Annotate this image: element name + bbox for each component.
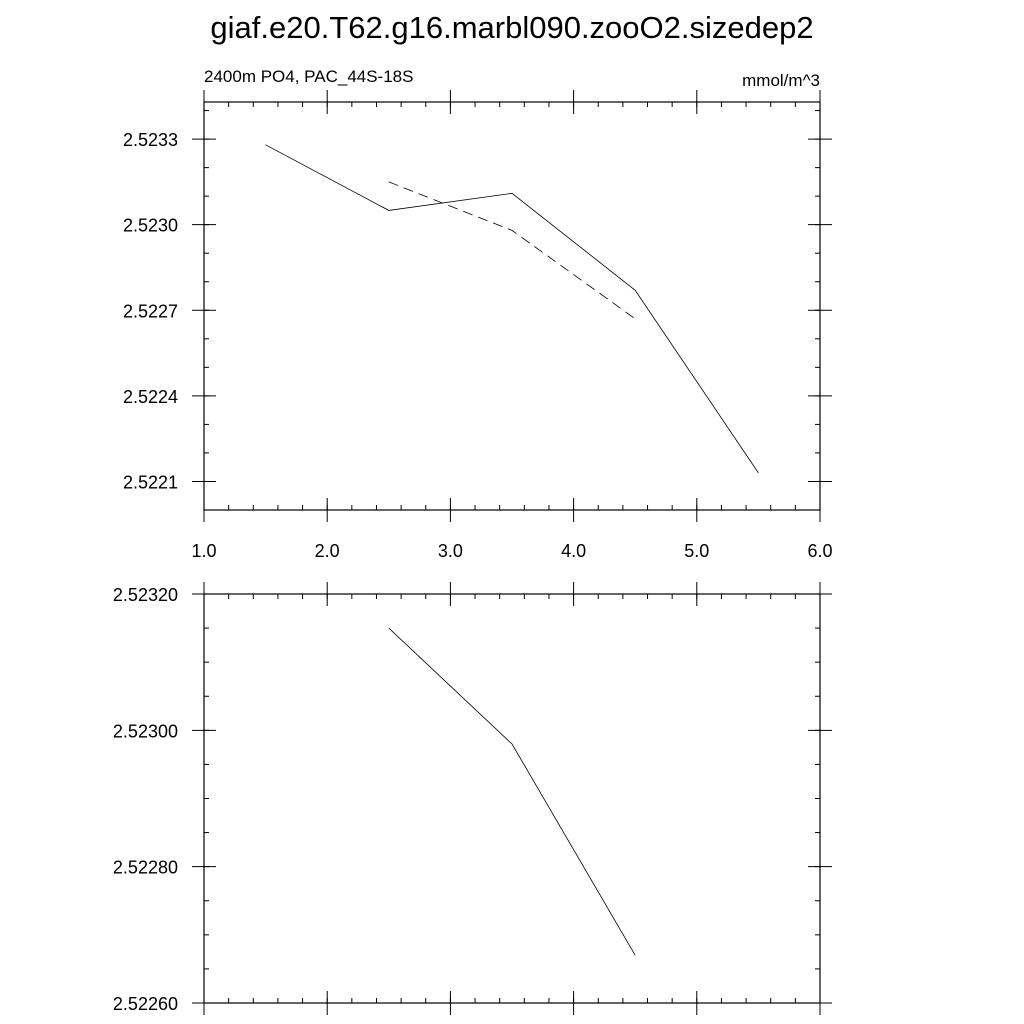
bottom-y-tick-label: 2.52300 [113, 721, 178, 741]
top-x-tick-label: 2.0 [315, 541, 340, 561]
top-panel-subtitle-left: 2400m PO4, PAC_44S-18S [204, 67, 413, 86]
top-y-tick-label: 2.5221 [123, 472, 178, 492]
top-x-tick-label: 6.0 [807, 541, 832, 561]
bottom-y-tick-label: 2.52260 [113, 994, 178, 1014]
top-y-tick-label: 2.5233 [123, 130, 178, 150]
top-y-tick-label: 2.5230 [123, 216, 178, 236]
top-panel-units: mmol/m^3 [742, 71, 820, 90]
bottom-y-tick-label: 2.52280 [113, 858, 178, 878]
top-series-solid-line [265, 144, 759, 474]
top-series-dashed-line [388, 181, 636, 320]
bottom-panel-frame [203, 593, 821, 1004]
top-y-tick-label: 2.5227 [123, 301, 178, 321]
top-x-tick-label: 3.0 [438, 541, 463, 561]
top-x-tick-label: 4.0 [561, 541, 586, 561]
top-panel-frame [203, 101, 821, 511]
bottom-panel: 2.52320 2.52300 2.52280 2.52260 [113, 582, 832, 1015]
top-panel: 2400m PO4, PAC_44S-18S mmol/m^3 1.0 2.0 3.… [123, 67, 833, 561]
top-x-tick-label: 1.0 [191, 541, 216, 561]
figure-title: giaf.e20.T62.g16.marbl090.zooO2.sizedep2 [210, 10, 813, 45]
bottom-series-solid-line [388, 627, 636, 956]
top-y-tick-label: 2.5224 [123, 387, 178, 407]
top-x-tick-label: 5.0 [684, 541, 709, 561]
bottom-y-tick-label: 2.52320 [113, 585, 178, 605]
